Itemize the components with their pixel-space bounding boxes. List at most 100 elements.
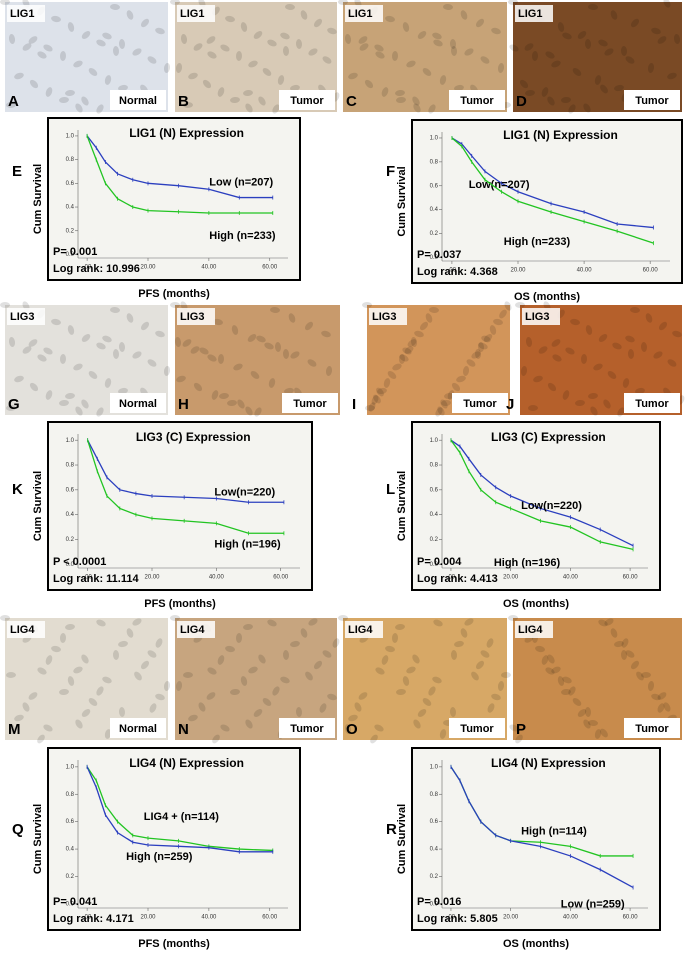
tissue-box: [110, 718, 166, 738]
x-axis-label: OS (months): [514, 291, 580, 303]
cell-texture: [188, 72, 198, 80]
cell-texture: [267, 39, 277, 47]
cell-texture: [37, 667, 47, 675]
panel-letter: I: [352, 396, 356, 413]
cell-texture: [198, 702, 206, 712]
cell-texture: [59, 633, 67, 643]
tissue-box: [110, 393, 166, 413]
y-tick-label: 0.6: [66, 487, 75, 493]
cell-texture: [14, 375, 24, 383]
cell-texture: [155, 27, 165, 35]
cell-texture: [348, 714, 358, 722]
cell-texture: [258, 654, 266, 664]
y-tick-label: 0.4: [430, 207, 439, 213]
chart-title: LIG1 (N) Expression: [503, 128, 618, 142]
cell-texture: [81, 654, 89, 664]
cell-texture: [147, 650, 157, 658]
cell-texture: [104, 75, 112, 85]
curve-label: High (n=259): [126, 851, 193, 863]
marker-box: [177, 308, 215, 325]
cell-texture: [327, 27, 337, 35]
cell-texture: [140, 660, 150, 670]
cell-texture: [636, 671, 644, 681]
cell-texture: [213, 318, 223, 326]
cell-texture: [243, 623, 253, 631]
x-axis-label: OS (months): [503, 598, 569, 610]
cell-texture: [338, 615, 348, 621]
marker-label: LIG3: [372, 311, 396, 323]
cell-texture: [256, 335, 266, 343]
cell-texture: [456, 375, 466, 383]
x-tick-label: 20.00: [503, 915, 519, 921]
x-tick-label: 60.00: [643, 268, 659, 274]
cell-texture: [645, 313, 653, 323]
cell-texture: [304, 321, 314, 331]
cell-texture: [402, 22, 410, 32]
marker-label: LIG3: [180, 311, 204, 323]
cell-texture: [359, 43, 369, 51]
tissue-label: Normal: [119, 95, 157, 107]
cell-texture: [118, 342, 126, 352]
panel-letter: F: [386, 163, 395, 180]
cell-texture: [620, 46, 628, 56]
y-tick-label: 1.0: [430, 438, 439, 444]
cell-texture: [600, 84, 608, 94]
cell-texture: [88, 698, 98, 706]
cell-texture: [6, 671, 16, 679]
cell-texture: [140, 321, 150, 331]
cell-texture: [376, 387, 384, 397]
cell-texture: [552, 354, 562, 362]
cell-texture: [96, 407, 104, 417]
cell-texture: [43, 44, 53, 52]
cell-texture: [240, 676, 248, 686]
marker-box: [515, 5, 553, 22]
cell-texture: [625, 335, 635, 343]
cell-texture: [561, 688, 571, 696]
cell-texture: [486, 638, 494, 648]
cell-texture: [245, 406, 253, 416]
x-tick-label: 20.00: [503, 575, 519, 581]
cell-texture: [81, 709, 91, 717]
survival-curve: [87, 440, 284, 534]
cell-texture: [557, 676, 565, 686]
x-tick-label: .00: [448, 268, 457, 274]
cell-texture: [466, 359, 476, 367]
cell-texture: [45, 390, 53, 400]
cell-texture: [280, 676, 290, 684]
y-axis-label: Cum Survival: [32, 804, 44, 874]
curve-label: LIG4 + (n=114): [144, 811, 220, 823]
y-tick-label: 0.8: [430, 792, 439, 798]
cell-texture: [118, 707, 126, 717]
cell-texture: [75, 406, 83, 416]
cell-texture: [435, 407, 443, 417]
survival-curve: [86, 766, 273, 852]
cell-texture: [545, 667, 555, 675]
y-tick-label: 0.2: [430, 537, 439, 543]
cell-texture: [580, 354, 588, 364]
cell-texture: [217, 87, 225, 97]
cell-texture: [282, 349, 290, 359]
marker-label: LIG1: [10, 8, 34, 20]
cell-texture: [375, 667, 385, 675]
y-tick-label: 0.4: [66, 512, 75, 518]
cell-texture: [282, 650, 290, 660]
cell-texture: [508, 615, 518, 621]
cell-texture: [464, 48, 474, 56]
cell-texture: [288, 313, 296, 323]
cell-texture: [81, 96, 89, 106]
cell-texture: [126, 628, 134, 638]
cell-texture: [22, 43, 32, 51]
cell-texture: [147, 56, 157, 64]
cell-texture: [439, 729, 447, 739]
cell-texture: [419, 321, 429, 331]
cell-texture: [170, 0, 180, 5]
cell-texture: [515, 734, 523, 744]
x-axis-label: PFS (months): [144, 598, 216, 610]
cell-texture: [588, 3, 598, 11]
cell-texture: [51, 318, 61, 326]
cell-texture: [81, 334, 91, 342]
cell-texture: [547, 654, 555, 664]
cell-texture: [140, 18, 150, 28]
cell-texture: [29, 382, 39, 392]
